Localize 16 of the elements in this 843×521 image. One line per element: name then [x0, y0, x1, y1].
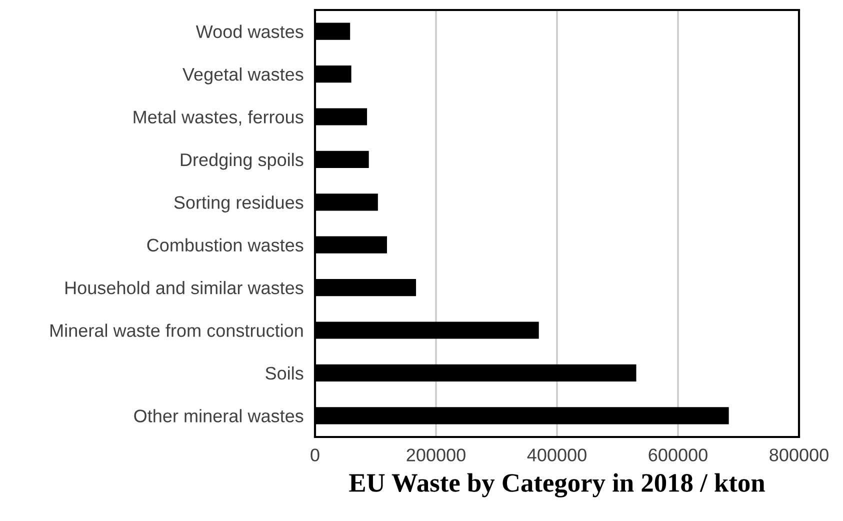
y-tick-label: Vegetal wastes [182, 68, 304, 84]
y-tick-label: Household and similar wastes [66, 281, 304, 294]
x-tick-label: 600000 [648, 448, 708, 462]
y-tick-label: Dredging spoils [180, 152, 304, 170]
y-tick-label: Combustion wastes [147, 238, 304, 252]
x-tick-label: 400000 [527, 448, 586, 462]
y-tick-label: Metal wastes, ferrous [134, 110, 304, 126]
text: EU Waste by Category in 2018 / kton [349, 473, 765, 498]
y-tick-label: Wood wastes [196, 24, 304, 38]
y-tick-label: Mineral waste from construction [50, 324, 303, 337]
y-tick-label: Other mineral wastes [134, 409, 304, 422]
x-tick-label: 200000 [406, 448, 466, 462]
y-tick-label: Sorting residues [174, 196, 304, 212]
y-tick-label: Soils [266, 366, 304, 380]
x-tick-label: 800000 [770, 448, 828, 462]
x-tick-label: 0 [310, 448, 320, 462]
